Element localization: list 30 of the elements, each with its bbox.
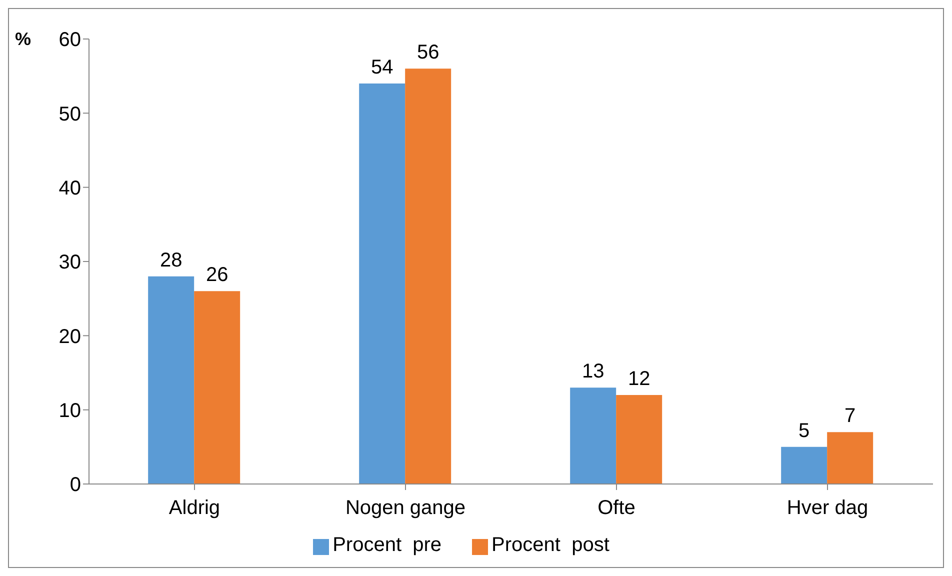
y-tick-label: 30 <box>58 252 81 274</box>
data-label: 5 <box>798 420 810 442</box>
x-tick-label: Ofte <box>598 497 636 520</box>
y-tick-label: 0 <box>70 474 81 496</box>
x-tick-label: Aldrig <box>168 497 220 520</box>
legend-label: Procent pre <box>332 534 442 556</box>
bar <box>194 291 240 484</box>
data-label: 54 <box>370 56 394 78</box>
data-label: 7 <box>844 405 856 428</box>
bar <box>405 68 452 484</box>
data-label: 56 <box>416 42 440 64</box>
x-tick-label: Hver dag <box>786 497 868 520</box>
y-axis-title: % <box>15 29 32 50</box>
bar <box>616 395 662 484</box>
bar <box>359 84 406 484</box>
y-tick-label: 10 <box>58 400 81 422</box>
y-tick-label: 20 <box>58 326 81 348</box>
data-label: 28 <box>160 249 182 272</box>
data-label: 12 <box>628 368 650 390</box>
y-tick-label: 40 <box>58 177 81 200</box>
bar <box>148 276 194 484</box>
bar <box>827 432 874 484</box>
bar <box>570 388 616 484</box>
data-label: 13 <box>582 360 604 383</box>
y-tick-label: 60 <box>58 29 81 52</box>
x-tick-label: Nogen gange <box>345 497 466 520</box>
legend-label: Procent post <box>492 534 610 556</box>
y-tick-label: 50 <box>58 103 81 126</box>
data-label: 26 <box>206 264 228 286</box>
bar <box>781 446 828 484</box>
